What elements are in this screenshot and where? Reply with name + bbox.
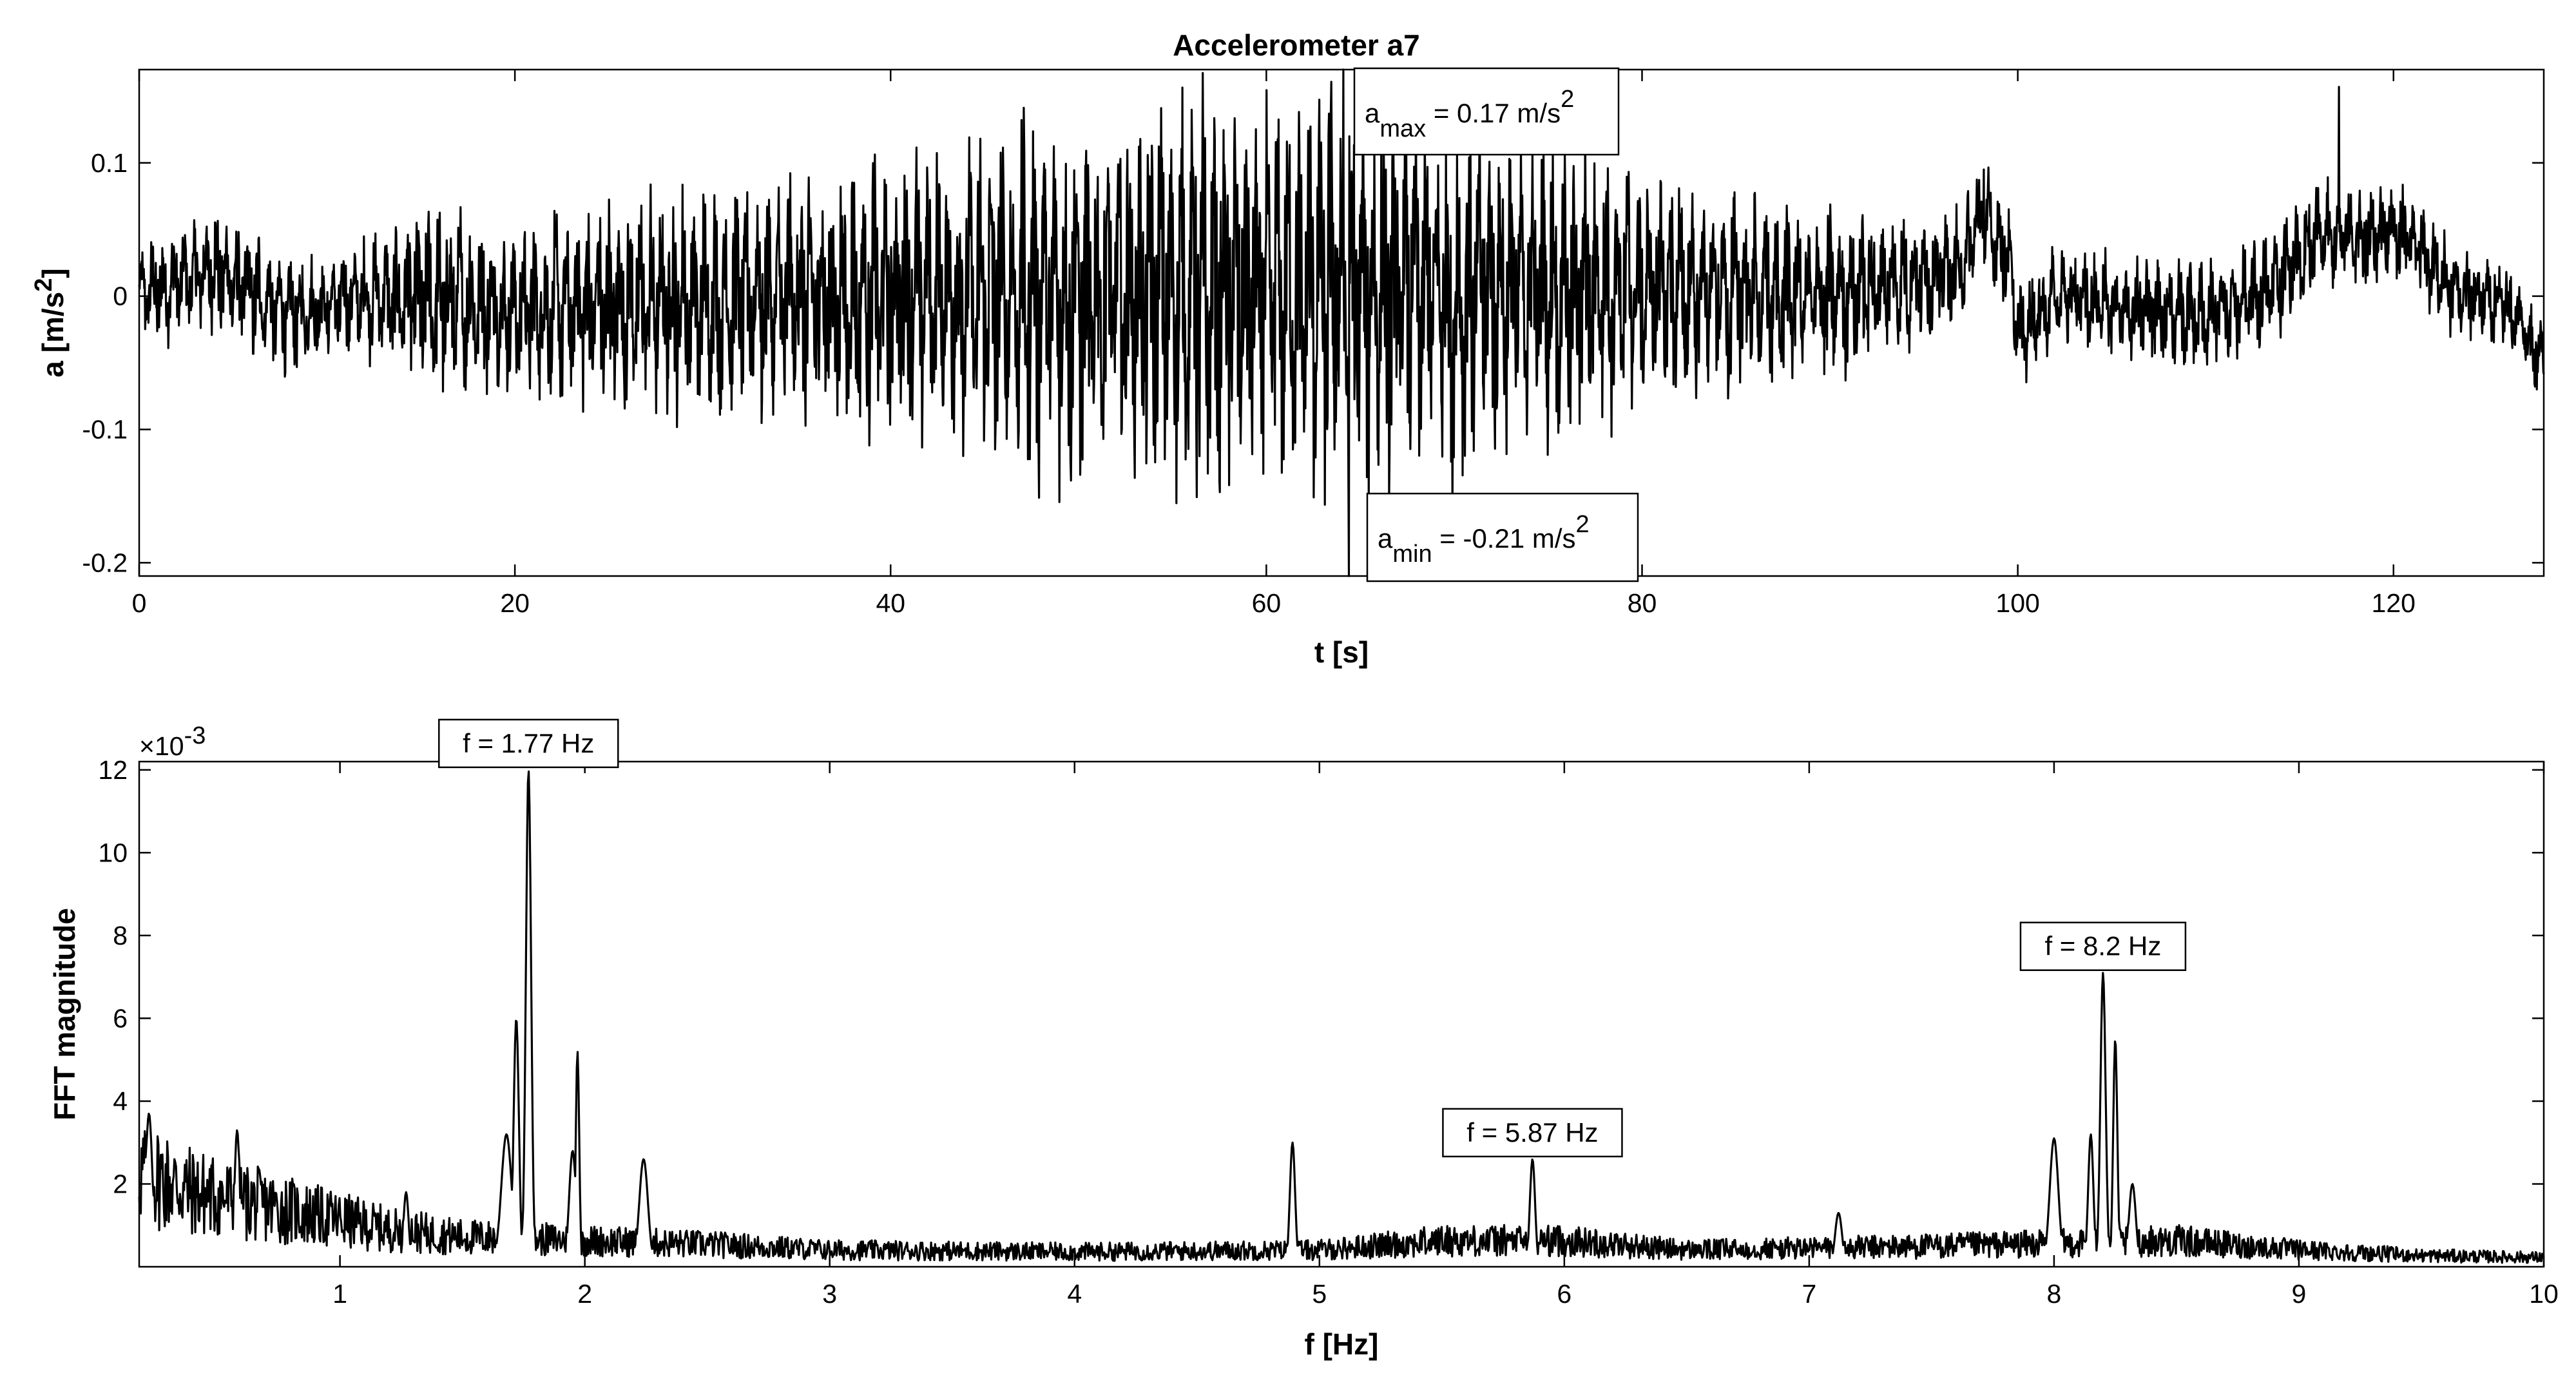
time-x-tick-label: 80: [1628, 588, 1657, 618]
fft-annotation-1: f = 5.87 Hz: [1442, 1108, 1623, 1158]
fft-x-axis-label: f [Hz]: [1305, 1327, 1379, 1361]
annotation-amax-label: amax = 0.17 m/s2: [1365, 86, 1574, 142]
fft-x-tick-label: 1: [332, 1279, 347, 1309]
fft-annotation-2: f = 8.2 Hz: [2019, 921, 2187, 971]
time-history-panel: Accelerometer a7 0 20 40 60 80 100 120 -0.2-0.…: [30, 28, 2545, 669]
fft-x-tick-label: 2: [577, 1279, 592, 1309]
fft-y-tick-label: 12: [98, 755, 128, 785]
time-x-tick-label: 0: [132, 588, 147, 618]
fft-trace: [138, 770, 2545, 1264]
fft-annotation-label: f = 5.87 Hz: [1466, 1117, 1598, 1148]
fft-x-tick-label: 8: [2047, 1279, 2062, 1309]
fft-annotation-box: [1442, 1108, 1623, 1158]
time-plot-frame: [138, 68, 2545, 577]
time-x-tick-label: 60: [1252, 588, 1282, 618]
fft-y-tick-label: 2: [113, 1169, 128, 1198]
annotation-amax-rest: = 0.17 m/s: [1426, 98, 1561, 128]
annotation-amin: amin = -0.21 m/s2: [1366, 492, 1639, 582]
time-y-axis-label-end: ]: [36, 268, 70, 278]
acceleration-series-line: [138, 68, 2545, 577]
annotation-amin-sub: min: [1392, 541, 1432, 568]
annotation-amax: amax = 0.17 m/s2: [1353, 67, 1620, 156]
time-y-tick-label: -0.1: [82, 414, 128, 444]
annotation-amin-box: [1366, 492, 1639, 582]
time-y-axis-label: a [m/s2]: [30, 268, 70, 377]
annotation-amin-label: amin = -0.21 m/s2: [1378, 511, 1590, 568]
fft-y-exponent-base: ×10: [139, 731, 184, 761]
fft-peak-annotations: f = 1.77 Hz f = 5.87 Hz f = 8.2 Hz: [438, 718, 2187, 1158]
fft-y-exponent-power: -3: [184, 722, 206, 749]
fft-x-ticks: 1 2 3 4 5 6 7 8 9 10: [332, 762, 2559, 1309]
time-y-axis-label-main: a [m/s: [36, 292, 70, 378]
annotation-amax-sub: max: [1379, 115, 1426, 142]
fft-y-exponent: ×10-3: [139, 722, 206, 761]
chart-title: Accelerometer a7: [1173, 28, 1420, 62]
time-y-tick-label: 0: [113, 282, 128, 311]
fft-y-tick-label: 4: [113, 1086, 128, 1116]
time-y-tick-label: 0.1: [91, 148, 128, 178]
fft-x-tick-label: 7: [1802, 1279, 1816, 1309]
fft-plot-frame: [138, 760, 2545, 1268]
time-x-ticks: 0 20 40 60 80 100 120: [132, 70, 2416, 618]
time-y-axis-label-sup: 2: [30, 278, 57, 292]
fft-y-tick-label: 6: [113, 1003, 128, 1033]
time-y-ticks: -0.2 -0.1 0 0.1: [82, 148, 2544, 577]
fft-x-tick-label: 9: [2292, 1279, 2307, 1309]
acceleration-trace: [138, 68, 2545, 577]
time-x-tick-label: 120: [2372, 588, 2416, 618]
fft-y-tick-label: 8: [113, 921, 128, 950]
annotation-amin-main: a: [1378, 523, 1393, 553]
fft-annotation-label: f = 8.2 Hz: [2044, 931, 2161, 961]
time-x-tick-label: 40: [876, 588, 905, 618]
annotation-amin-sup: 2: [1576, 511, 1590, 538]
fft-x-tick-label: 6: [1557, 1279, 1572, 1309]
annotation-amin-rest: = -0.21 m/s: [1432, 523, 1576, 553]
annotation-amax-box: [1353, 67, 1620, 156]
fft-y-tick-label: 10: [98, 838, 128, 867]
time-x-tick-label: 100: [1995, 588, 2039, 618]
fft-annotation-0: f = 1.77 Hz: [438, 718, 619, 769]
time-x-tick-label: 20: [500, 588, 530, 618]
fft-x-tick-label: 10: [2529, 1279, 2559, 1309]
fft-x-tick-label: 3: [822, 1279, 837, 1309]
annotation-amax-sup: 2: [1561, 86, 1574, 113]
fft-annotation-label: f = 1.77 Hz: [463, 728, 594, 758]
time-x-axis-label: t [s]: [1314, 635, 1369, 669]
fft-x-tick-label: 5: [1312, 1279, 1327, 1309]
fft-series-line: [138, 770, 2545, 1264]
fft-y-ticks: 2 4 6 8 10 12: [98, 755, 2544, 1198]
fft-annotation-box: [438, 718, 619, 769]
fft-y-axis-label: FFT magnitude: [48, 908, 81, 1120]
annotation-amax-main: a: [1365, 98, 1380, 128]
fft-annotation-box: [2019, 921, 2187, 971]
time-y-tick-label: -0.2: [82, 548, 128, 577]
fft-x-tick-label: 4: [1067, 1279, 1082, 1309]
